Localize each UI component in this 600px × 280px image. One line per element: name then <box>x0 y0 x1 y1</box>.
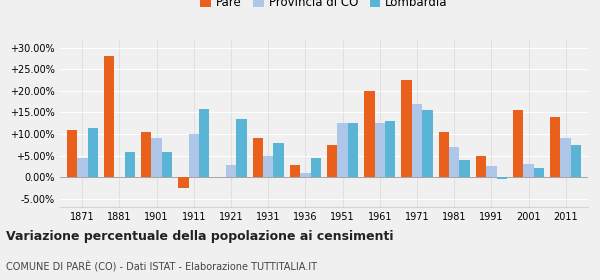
Bar <box>374 123 385 177</box>
Bar <box>104 57 114 177</box>
Bar <box>523 164 534 177</box>
Bar <box>151 138 162 177</box>
Bar <box>449 147 460 177</box>
Bar <box>236 119 247 177</box>
Bar <box>385 121 395 177</box>
Bar <box>550 117 560 177</box>
Bar <box>263 155 274 177</box>
Bar <box>77 158 88 177</box>
Bar <box>486 166 497 177</box>
Bar <box>67 130 77 177</box>
Bar <box>300 173 311 177</box>
Bar <box>401 80 412 177</box>
Bar <box>534 169 544 177</box>
Legend: Parè, Provincia di CO, Lombardia: Parè, Provincia di CO, Lombardia <box>196 0 452 14</box>
Bar <box>290 165 300 177</box>
Bar <box>178 177 188 188</box>
Text: Variazione percentuale della popolazione ai censimenti: Variazione percentuale della popolazione… <box>6 230 394 242</box>
Bar <box>337 123 348 177</box>
Bar <box>497 177 507 179</box>
Bar <box>253 138 263 177</box>
Bar <box>311 158 321 177</box>
Bar <box>162 152 172 177</box>
Bar <box>125 152 135 177</box>
Bar <box>439 132 449 177</box>
Bar <box>348 123 358 177</box>
Text: COMUNE DI PARÈ (CO) - Dati ISTAT - Elaborazione TUTTITALIA.IT: COMUNE DI PARÈ (CO) - Dati ISTAT - Elabo… <box>6 260 317 272</box>
Bar <box>188 134 199 177</box>
Bar <box>226 165 236 177</box>
Bar <box>422 110 433 177</box>
Bar <box>141 132 151 177</box>
Bar <box>327 145 337 177</box>
Bar <box>412 104 422 177</box>
Bar <box>460 160 470 177</box>
Bar <box>476 156 486 177</box>
Bar <box>274 143 284 177</box>
Bar <box>513 110 523 177</box>
Bar <box>88 127 98 177</box>
Bar <box>571 145 581 177</box>
Bar <box>199 109 209 177</box>
Bar <box>364 91 374 177</box>
Bar <box>560 138 571 177</box>
